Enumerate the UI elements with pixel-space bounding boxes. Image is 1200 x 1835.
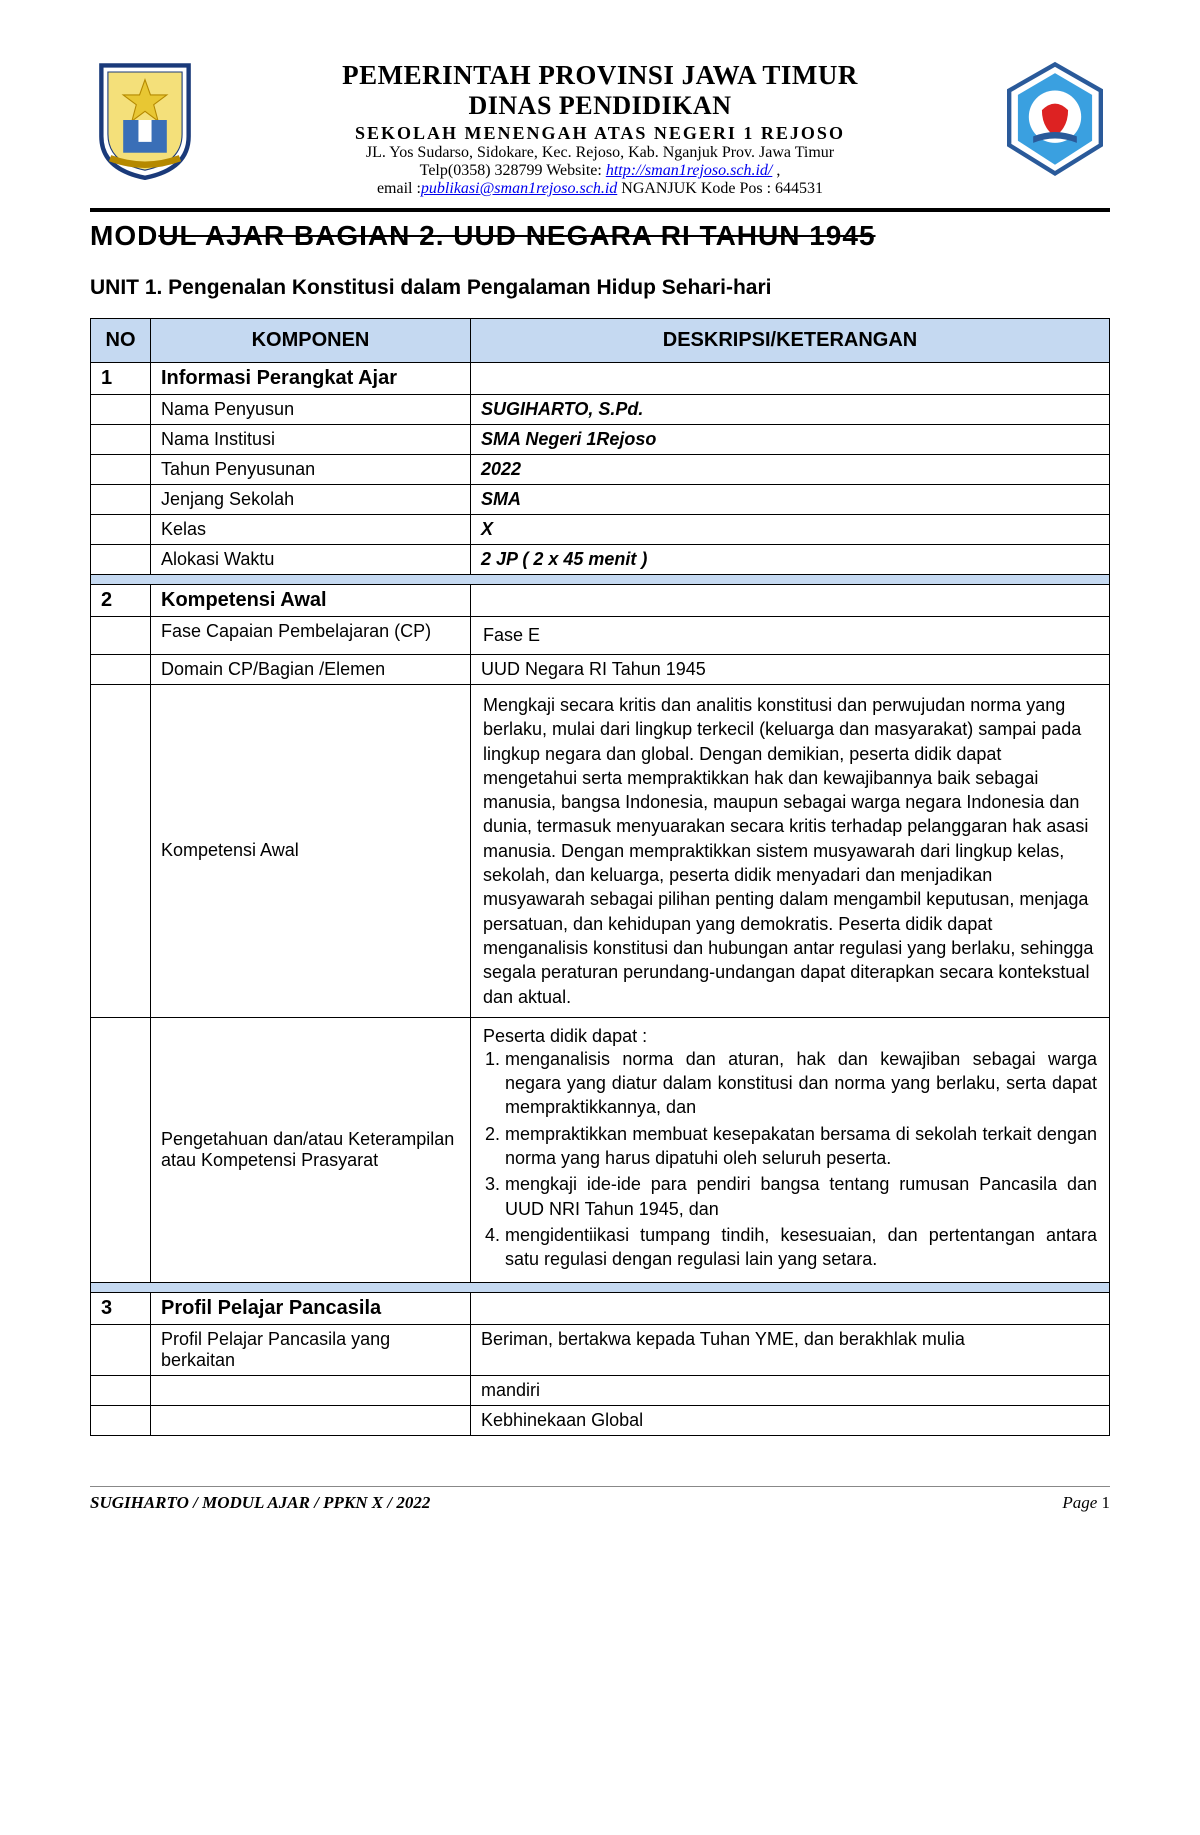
table-row: Domain CP/Bagian /Elemen UUD Negara RI T…	[91, 655, 1110, 685]
sec3-title: Profil Pelajar Pancasila	[151, 1292, 471, 1324]
module-title: MODUL AJAR BAGIAN 2. UUD NEGARA RI TAHUN…	[90, 220, 1110, 252]
sec1-no: 1	[91, 363, 151, 395]
header-text-block: PEMERINTAH PROVINSI JAWA TIMUR DINAS PEN…	[220, 60, 980, 198]
education-logo-icon	[1000, 60, 1110, 180]
deskripsi-cell: Peserta didik dapat : menganalisis norma…	[471, 1017, 1110, 1282]
komponen-cell	[151, 1375, 471, 1405]
table-row: Nama PenyusunSUGIHARTO, S.Pd.	[91, 395, 1110, 425]
header-postcode: NGANJUK Kode Pos : 644531	[617, 180, 823, 197]
sec2-empty	[471, 585, 1110, 617]
table-row: Fase Capaian Pembelajaran (CP) Fase E	[91, 617, 1110, 655]
komponen-cell: Profil Pelajar Pancasila yang berkaitan	[151, 1324, 471, 1375]
footer-right: Page 1	[1062, 1493, 1110, 1513]
sec2-title: Kompetensi Awal	[151, 585, 471, 617]
deskripsi-cell: SUGIHARTO, S.Pd.	[471, 395, 1110, 425]
document-header: PEMERINTAH PROVINSI JAWA TIMUR DINAS PEN…	[90, 60, 1110, 198]
header-line-5: Telp(0358) 328799 Website: http://sman1r…	[220, 162, 980, 180]
sec2-no: 2	[91, 585, 151, 617]
provincial-crest-icon	[90, 60, 200, 180]
deskripsi-cell: Beriman, bertakwa kepada Tuhan YME, dan …	[471, 1324, 1110, 1375]
deskripsi-cell: 2 JP ( 2 x 45 menit )	[471, 545, 1110, 575]
th-komponen: KOMPONEN	[151, 319, 471, 363]
komponen-cell: Kelas	[151, 515, 471, 545]
table-row: Tahun Penyusunan2022	[91, 455, 1110, 485]
komponen-cell: Jenjang Sekolah	[151, 485, 471, 515]
header-email-label: email :	[377, 180, 421, 197]
sec3-empty	[471, 1292, 1110, 1324]
separator-row	[91, 1282, 1110, 1292]
section-3-head: 3 Profil Pelajar Pancasila	[91, 1292, 1110, 1324]
table-row: Profil Pelajar Pancasila yang berkaitan …	[91, 1324, 1110, 1375]
list-item: mengkaji ide-ide para pendiri bangsa ten…	[505, 1172, 1097, 1221]
main-table: NO KOMPONEN DESKRIPSI/KETERANGAN 1 Infor…	[90, 318, 1110, 1436]
table-row: Jenjang SekolahSMA	[91, 485, 1110, 515]
table-row: Kebhinekaan Global	[91, 1405, 1110, 1435]
komponen-cell: Kompetensi Awal	[151, 685, 471, 1018]
email-link[interactable]: publikasi@sman1rejoso.sch.id	[421, 180, 617, 197]
prasyarat-list: menganalisis norma dan aturan, hak dan k…	[483, 1047, 1097, 1272]
deskripsi-cell: Mengkaji secara kritis dan analitis kons…	[471, 685, 1110, 1018]
komponen-cell	[151, 1405, 471, 1435]
table-row: mandiri	[91, 1375, 1110, 1405]
deskripsi-cell: SMA Negeri 1Rejoso	[471, 425, 1110, 455]
unit-title: UNIT 1. Pengenalan Konstitusi dalam Peng…	[90, 276, 1110, 300]
th-no: NO	[91, 319, 151, 363]
table-row: Pengetahuan dan/atau Keterampilan atau K…	[91, 1017, 1110, 1282]
sec1-title: Informasi Perangkat Ajar	[151, 363, 471, 395]
header-line-6: email :publikasi@sman1rejoso.sch.id NGAN…	[220, 180, 980, 198]
title-prefix: MOD	[90, 220, 158, 251]
page-footer: SUGIHARTO / MODUL AJAR / PPKN X / 2022 P…	[90, 1486, 1110, 1513]
table-row: Nama InstitusiSMA Negeri 1Rejoso	[91, 425, 1110, 455]
komponen-cell: Nama Institusi	[151, 425, 471, 455]
komponen-cell: Fase Capaian Pembelajaran (CP)	[151, 617, 471, 655]
separator-row	[91, 575, 1110, 585]
sec1-empty	[471, 363, 1110, 395]
title-strikethrough: UL AJAR BAGIAN 2. UUD NEGARA RI TAHUN 19…	[158, 220, 875, 251]
prasyarat-intro: Peserta didik dapat :	[483, 1026, 1097, 1047]
header-comma: ,	[772, 162, 780, 179]
deskripsi-cell: Kebhinekaan Global	[471, 1405, 1110, 1435]
footer-page-label: Page	[1062, 1493, 1101, 1512]
footer-page-number: 1	[1102, 1493, 1111, 1512]
komponen-cell: Pengetahuan dan/atau Keterampilan atau K…	[151, 1017, 471, 1282]
section-2-head: 2 Kompetensi Awal	[91, 585, 1110, 617]
deskripsi-cell: SMA	[471, 485, 1110, 515]
list-item: mempraktikkan membuat kesepakatan bersam…	[505, 1122, 1097, 1171]
header-divider	[90, 208, 1110, 212]
header-line-4: JL. Yos Sudarso, Sidokare, Kec. Rejoso, …	[220, 144, 980, 162]
section-1-head: 1 Informasi Perangkat Ajar	[91, 363, 1110, 395]
header-line-1: PEMERINTAH PROVINSI JAWA TIMUR	[220, 60, 980, 91]
header-line-3: SEKOLAH MENENGAH ATAS NEGERI 1 REJOSO	[220, 123, 980, 144]
th-deskripsi: DESKRIPSI/KETERANGAN	[471, 319, 1110, 363]
header-phone: Telp(0358) 328799 Website:	[420, 162, 606, 179]
website-link[interactable]: http://sman1rejoso.sch.id/	[606, 162, 773, 179]
sec3-no: 3	[91, 1292, 151, 1324]
komponen-cell: Domain CP/Bagian /Elemen	[151, 655, 471, 685]
deskripsi-cell: Fase E	[471, 617, 1110, 655]
header-line-2: DINAS PENDIDIKAN	[220, 91, 980, 121]
komponen-cell: Alokasi Waktu	[151, 545, 471, 575]
table-row: Kompetensi Awal Mengkaji secara kritis d…	[91, 685, 1110, 1018]
list-item: menganalisis norma dan aturan, hak dan k…	[505, 1047, 1097, 1120]
footer-left: SUGIHARTO / MODUL AJAR / PPKN X / 2022	[90, 1493, 430, 1513]
deskripsi-cell: UUD Negara RI Tahun 1945	[471, 655, 1110, 685]
deskripsi-cell: mandiri	[471, 1375, 1110, 1405]
list-item: mengidentiikasi tumpang tindih, kesesuai…	[505, 1223, 1097, 1272]
table-row: KelasX	[91, 515, 1110, 545]
table-header-row: NO KOMPONEN DESKRIPSI/KETERANGAN	[91, 319, 1110, 363]
komponen-cell: Nama Penyusun	[151, 395, 471, 425]
deskripsi-cell: 2022	[471, 455, 1110, 485]
deskripsi-cell: X	[471, 515, 1110, 545]
komponen-cell: Tahun Penyusunan	[151, 455, 471, 485]
table-row: Alokasi Waktu2 JP ( 2 x 45 menit )	[91, 545, 1110, 575]
